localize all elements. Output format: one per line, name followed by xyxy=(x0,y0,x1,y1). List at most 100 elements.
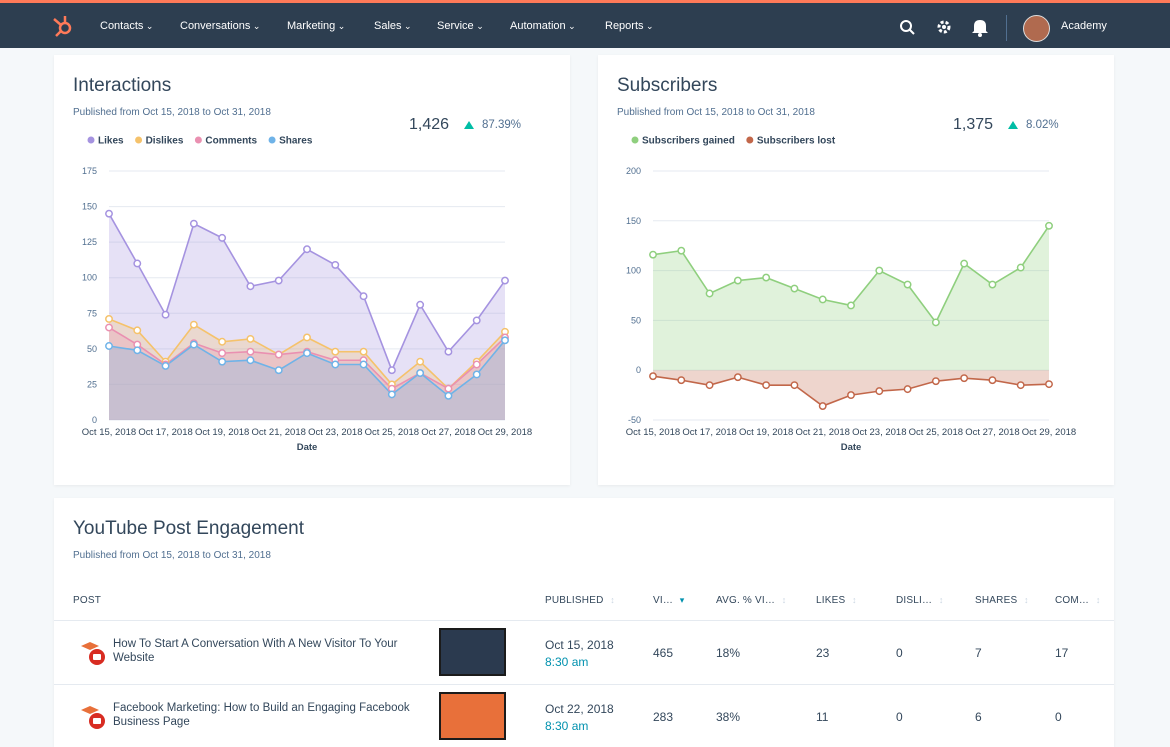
sort-icon[interactable]: ↕ xyxy=(1021,595,1029,605)
x-tick-label: Oct 17, 2018 xyxy=(138,427,192,438)
column-header[interactable]: LIKES ↕ xyxy=(816,595,857,606)
card-subtitle: Published from Oct 15, 2018 to Oct 31, 2… xyxy=(73,107,271,118)
cell: 23 xyxy=(816,646,830,660)
y-tick-label: 150 xyxy=(82,202,97,212)
point xyxy=(677,376,686,385)
column-header[interactable]: COM… ↕ xyxy=(1055,595,1101,606)
post-title[interactable]: How To Start A Conversation With A New V… xyxy=(113,638,398,664)
x-tick-label: Oct 25, 2018 xyxy=(909,427,963,438)
point xyxy=(331,360,340,369)
point xyxy=(790,381,799,390)
point xyxy=(359,292,368,301)
point xyxy=(331,260,340,269)
area-fill xyxy=(653,225,1049,371)
sort-icon[interactable]: ↕ xyxy=(1093,595,1101,605)
cell: 0 xyxy=(896,710,903,724)
x-tick-label: Oct 19, 2018 xyxy=(195,427,249,438)
nav-item[interactable]: Marketing ⌄ xyxy=(287,20,346,32)
point xyxy=(161,310,170,319)
point xyxy=(931,318,940,327)
point xyxy=(133,326,142,335)
cell: 283 xyxy=(653,710,674,724)
youtube-icon xyxy=(79,640,105,666)
x-tick-label: Oct 21, 2018 xyxy=(252,427,306,438)
cell: 0 xyxy=(1055,710,1062,724)
legend-swatch xyxy=(746,136,754,144)
point xyxy=(1016,263,1025,272)
nav-item[interactable]: Reports ⌄ xyxy=(605,20,654,32)
point xyxy=(218,233,227,242)
summary-total: 1,375 xyxy=(953,116,994,133)
point xyxy=(988,280,997,289)
point xyxy=(960,374,969,383)
point xyxy=(359,360,368,369)
point xyxy=(1045,380,1053,389)
point xyxy=(818,402,827,411)
point xyxy=(444,347,453,356)
point xyxy=(1016,381,1025,390)
sort-icon[interactable]: ↕ xyxy=(779,595,787,605)
point xyxy=(246,334,255,343)
x-tick-label: Oct 17, 2018 xyxy=(682,427,736,438)
nav-icons[interactable] xyxy=(898,18,998,38)
sort-icon[interactable]: ↕ xyxy=(849,595,857,605)
y-tick-label: 50 xyxy=(631,315,641,325)
x-tick-label: Oct 15, 2018 xyxy=(626,427,680,438)
nav-item[interactable]: Automation ⌄ xyxy=(510,20,576,32)
point xyxy=(303,245,311,254)
point xyxy=(875,387,884,396)
point xyxy=(444,391,453,400)
point xyxy=(218,337,227,346)
cell: 465 xyxy=(653,646,674,660)
column-header[interactable]: PUBLISHED ↕ xyxy=(545,595,615,606)
y-tick-label: 25 xyxy=(87,379,97,389)
nav-item[interactable]: Service ⌄ xyxy=(437,20,484,32)
point xyxy=(501,336,509,345)
y-tick-label: 125 xyxy=(82,237,97,247)
row-divider xyxy=(54,684,1114,685)
legend-swatch xyxy=(631,136,639,144)
point xyxy=(649,250,657,259)
row-divider xyxy=(54,620,1114,621)
column-header[interactable]: VI… ▾ xyxy=(653,595,685,606)
youtube-icon xyxy=(79,704,105,730)
cell: 7 xyxy=(975,646,982,660)
logo[interactable] xyxy=(50,13,76,39)
column-header[interactable]: AVG. % VI… ↕ xyxy=(716,595,787,606)
nav-item[interactable]: Sales ⌄ xyxy=(374,20,412,32)
point xyxy=(988,376,997,385)
sort-icon[interactable]: ▾ xyxy=(677,595,685,605)
x-tick-label: Oct 27, 2018 xyxy=(965,427,1019,438)
point xyxy=(161,361,170,370)
chart: Likes Dislikes Comments Shares 0 25 50 75 100 125… xyxy=(82,136,532,454)
legend-label: Subscribers gained xyxy=(642,136,735,147)
point xyxy=(501,276,509,285)
nav-item[interactable]: Conversations ⌄ xyxy=(180,20,261,32)
column-header[interactable]: DISLI… ↕ xyxy=(896,595,944,606)
legend-label: Dislikes xyxy=(146,136,184,147)
legend-label: Comments xyxy=(205,136,257,147)
legend-label: Likes xyxy=(98,136,124,147)
cell: 0 xyxy=(896,646,903,660)
x-tick-label: Oct 21, 2018 xyxy=(796,427,850,438)
legend-swatch xyxy=(87,136,95,144)
area-fill xyxy=(109,213,505,420)
card-title: YouTube Post Engagement xyxy=(73,518,304,539)
y-tick-label: 0 xyxy=(92,415,97,425)
y-tick-label: 100 xyxy=(626,266,641,276)
nav-item[interactable]: Contacts ⌄ xyxy=(100,20,154,32)
sort-icon[interactable]: ↕ xyxy=(936,595,944,605)
user-menu[interactable]: Academy xyxy=(1061,20,1107,32)
point xyxy=(847,391,855,400)
point xyxy=(189,320,198,329)
post-title[interactable]: Facebook Marketing: How to Build an Enga… xyxy=(113,702,410,728)
point xyxy=(359,347,368,356)
column-header[interactable]: SHARES ↕ xyxy=(975,595,1029,606)
point xyxy=(387,366,396,375)
point xyxy=(218,357,227,366)
cell: 6 xyxy=(975,710,982,724)
sort-icon[interactable]: ↕ xyxy=(607,595,615,605)
avatar[interactable] xyxy=(1023,15,1050,42)
legend-label: Subscribers lost xyxy=(757,136,836,147)
cell: 17 xyxy=(1055,646,1069,660)
